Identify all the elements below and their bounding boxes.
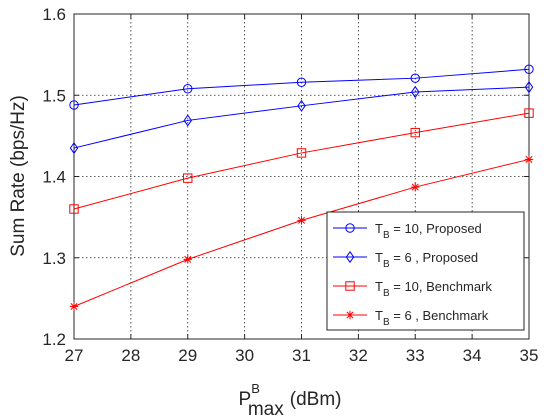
legend-label-sub: B (383, 317, 390, 328)
data-point (524, 81, 534, 94)
legend-label-base: T (375, 308, 383, 323)
y-tick-label: 1.6 (42, 5, 66, 24)
x-axis-label-sub: max (248, 399, 284, 420)
data-point (296, 148, 307, 158)
data-point (524, 155, 534, 164)
data-point (524, 64, 534, 74)
series-4 (69, 155, 534, 311)
series-3 (69, 108, 534, 214)
x-axis-label-sup: B (251, 381, 260, 396)
series-line (73, 86, 530, 149)
data-point (411, 182, 420, 192)
x-axis-label-base: P (239, 389, 252, 410)
data-point (69, 100, 79, 110)
y-tick-label: 1.2 (42, 330, 66, 349)
data-point (183, 173, 193, 183)
data-point (297, 216, 306, 225)
y-tick-label: 1.5 (42, 86, 66, 105)
legend-marker (345, 250, 355, 264)
asterisk-stroke (70, 302, 78, 311)
data-point (410, 73, 420, 83)
x-tick-label: 34 (463, 346, 482, 365)
y-axis-label: Sum Rate (bps/Hz) (8, 95, 29, 257)
x-tick-label: 31 (292, 346, 311, 365)
data-point (69, 204, 79, 214)
legend-label-sub: B (383, 230, 390, 241)
legend-box (326, 211, 525, 331)
series-layer (69, 64, 534, 311)
data-point (524, 108, 534, 118)
x-tick-label: 32 (349, 346, 368, 365)
legend-entry: TB = 10, Benchmark (333, 279, 492, 299)
x-tick-label: 28 (121, 346, 140, 365)
legend-entry: TB = 6 , Proposed (333, 250, 478, 270)
asterisk-stroke (297, 216, 306, 224)
legend-label-base: T (375, 279, 383, 294)
legend-label-text: = 6 , Proposed (390, 250, 479, 265)
data-point (183, 255, 192, 264)
y-tick-label: 1.4 (42, 168, 66, 187)
legend-marker (345, 310, 355, 320)
series-1 (69, 64, 534, 110)
data-point (297, 99, 306, 112)
x-tick-label: 33 (406, 346, 425, 365)
legend-label-base: T (375, 250, 383, 265)
x-tick-label: 29 (178, 346, 197, 365)
legend-label-text: = 10, Benchmark (390, 279, 493, 294)
data-point (183, 114, 193, 127)
legend-marker (345, 281, 355, 291)
data-point (69, 141, 79, 155)
legend-entry: TB = 6 , Benchmark (333, 308, 489, 328)
x-tick-label: 30 (235, 346, 254, 365)
axis-ticks: 27 28 29 30 31 32 33 34 35 1.2 1.3 1.4 1.5 1.6 (42, 5, 538, 365)
legend-label-base: T (375, 221, 383, 236)
x-tick-label: 35 (520, 346, 539, 365)
asterisk-stroke (411, 183, 419, 191)
legend-label: TB = 10, Benchmark (375, 279, 492, 299)
legend-entry: TB = 10, Proposed (333, 221, 482, 241)
data-point (410, 127, 420, 138)
legend-label-sub: B (383, 259, 390, 270)
series-line (73, 68, 530, 106)
legend-label: TB = 6 , Proposed (375, 250, 478, 270)
series-2 (69, 81, 534, 155)
data-point (69, 302, 79, 311)
y-tick-label: 1.3 (42, 249, 66, 268)
data-point (410, 85, 420, 99)
x-tick-label: 27 (65, 346, 84, 365)
asterisk-stroke (346, 311, 354, 319)
legend-label: TB = 6 , Benchmark (375, 308, 489, 328)
data-point (183, 84, 193, 94)
series-line (73, 112, 530, 210)
x-axis-label-unit: (dBm) (290, 389, 342, 410)
legend-label-text: = 6 , Benchmark (390, 308, 489, 323)
x-axis-label: PB max (dBm) (239, 381, 342, 420)
asterisk-stroke (525, 155, 533, 163)
legend-label-sub: B (383, 288, 390, 299)
asterisk-stroke (184, 255, 192, 263)
legend-marker (345, 223, 355, 233)
legend-label-text: = 10, Proposed (390, 221, 482, 236)
legend-label: TB = 10, Proposed (375, 221, 482, 241)
data-point (296, 77, 307, 87)
